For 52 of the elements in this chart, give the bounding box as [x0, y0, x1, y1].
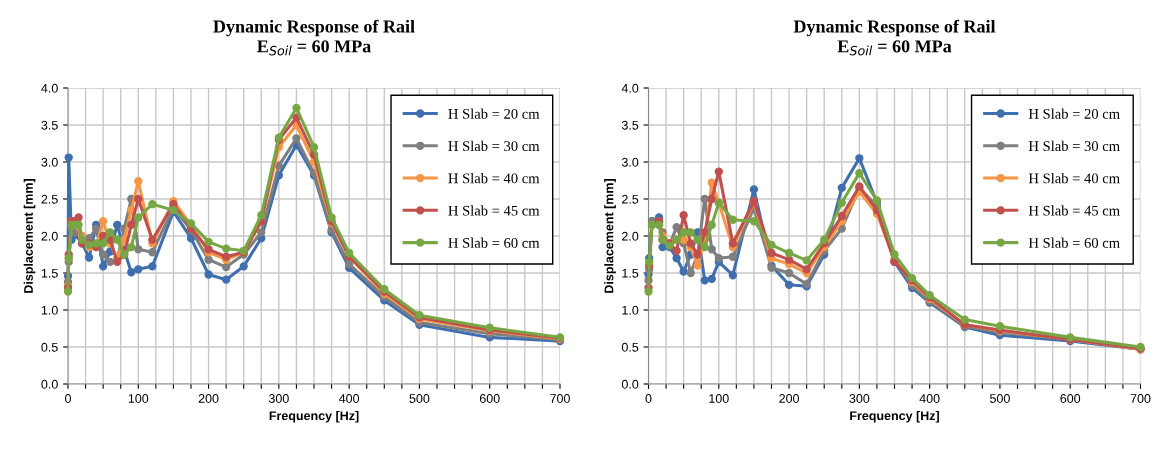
- y-tick-label: 4.0: [621, 83, 639, 93]
- y-tick-label: 3.0: [621, 157, 639, 167]
- y-tick-label: 3.5: [621, 120, 639, 130]
- legend-label: H Slab = 45 cm: [448, 205, 540, 216]
- x-tick-label: 200: [198, 394, 219, 403]
- y-axis-title: Displacement [mm]: [604, 179, 616, 293]
- legend-label: H Slab = 30 cm: [448, 140, 540, 152]
- y-tick-label: 2.5: [622, 194, 639, 204]
- x-tick-label: 500: [990, 394, 1010, 403]
- y-tick-label: 1.0: [622, 305, 639, 315]
- y-tick-label: 0.5: [41, 342, 58, 352]
- x-tick-label: 700: [550, 394, 570, 403]
- y-tick-label: 2.5: [41, 194, 58, 204]
- x-tick-label: 400: [919, 394, 940, 403]
- chart-subtitle: E$_{Soil}$ = 60 MPa: [837, 40, 952, 56]
- x-tick-label: 300: [849, 394, 870, 403]
- legend-label: H Slab = 45 cm: [1028, 205, 1120, 216]
- x-tick-label: 700: [1130, 394, 1151, 403]
- x-tick-label: 500: [409, 394, 430, 403]
- legend-label: H Slab = 30 cm: [1028, 140, 1120, 152]
- x-tick-label: 200: [779, 394, 800, 403]
- x-tick-label: 0: [65, 394, 71, 403]
- y-tick-label: 4.0: [41, 83, 58, 93]
- x-tick-label: 600: [479, 394, 500, 403]
- x-axis-title: Frequency [Hz]: [850, 410, 939, 423]
- y-tick-label: 0.0: [621, 379, 639, 389]
- chart-subtitle: E$_{Soil}$ = 60 MPa: [257, 40, 371, 56]
- x-tick-label: 600: [1060, 394, 1081, 403]
- x-tick-label: 0: [645, 394, 652, 403]
- y-tick-label: 1.5: [622, 268, 639, 278]
- y-tick-label: 0.0: [41, 379, 58, 389]
- x-tick-label: 100: [128, 394, 149, 403]
- legend-label: H Slab = 20 cm: [1028, 108, 1120, 119]
- y-tick-label: 1.5: [41, 268, 58, 278]
- chart-title: Dynamic Response of Rail: [793, 19, 996, 37]
- y-tick-label: 3.0: [41, 157, 58, 167]
- y-tick-label: 1.0: [41, 305, 58, 315]
- chart-title: Dynamic Response of Rail: [213, 19, 415, 37]
- legend-label: H Slab = 40 cm: [1028, 173, 1120, 184]
- legend-label: H Slab = 60 cm: [1028, 237, 1120, 248]
- x-tick-label: 300: [268, 394, 289, 403]
- y-tick-label: 2.0: [41, 231, 58, 241]
- legend-label: H Slab = 20 cm: [448, 108, 540, 119]
- y-tick-label: 0.5: [621, 342, 639, 352]
- x-tick-label: 100: [709, 394, 729, 403]
- x-axis-title: Frequency [Hz]: [269, 410, 359, 423]
- legend-label: H Slab = 60 cm: [448, 237, 540, 248]
- y-axis-title: Displacement [mm]: [23, 179, 36, 293]
- x-tick-label: 400: [339, 394, 360, 403]
- y-tick-label: 2.0: [622, 231, 639, 241]
- y-tick-label: 3.5: [41, 120, 58, 130]
- legend-label: H Slab = 40 cm: [448, 173, 540, 184]
